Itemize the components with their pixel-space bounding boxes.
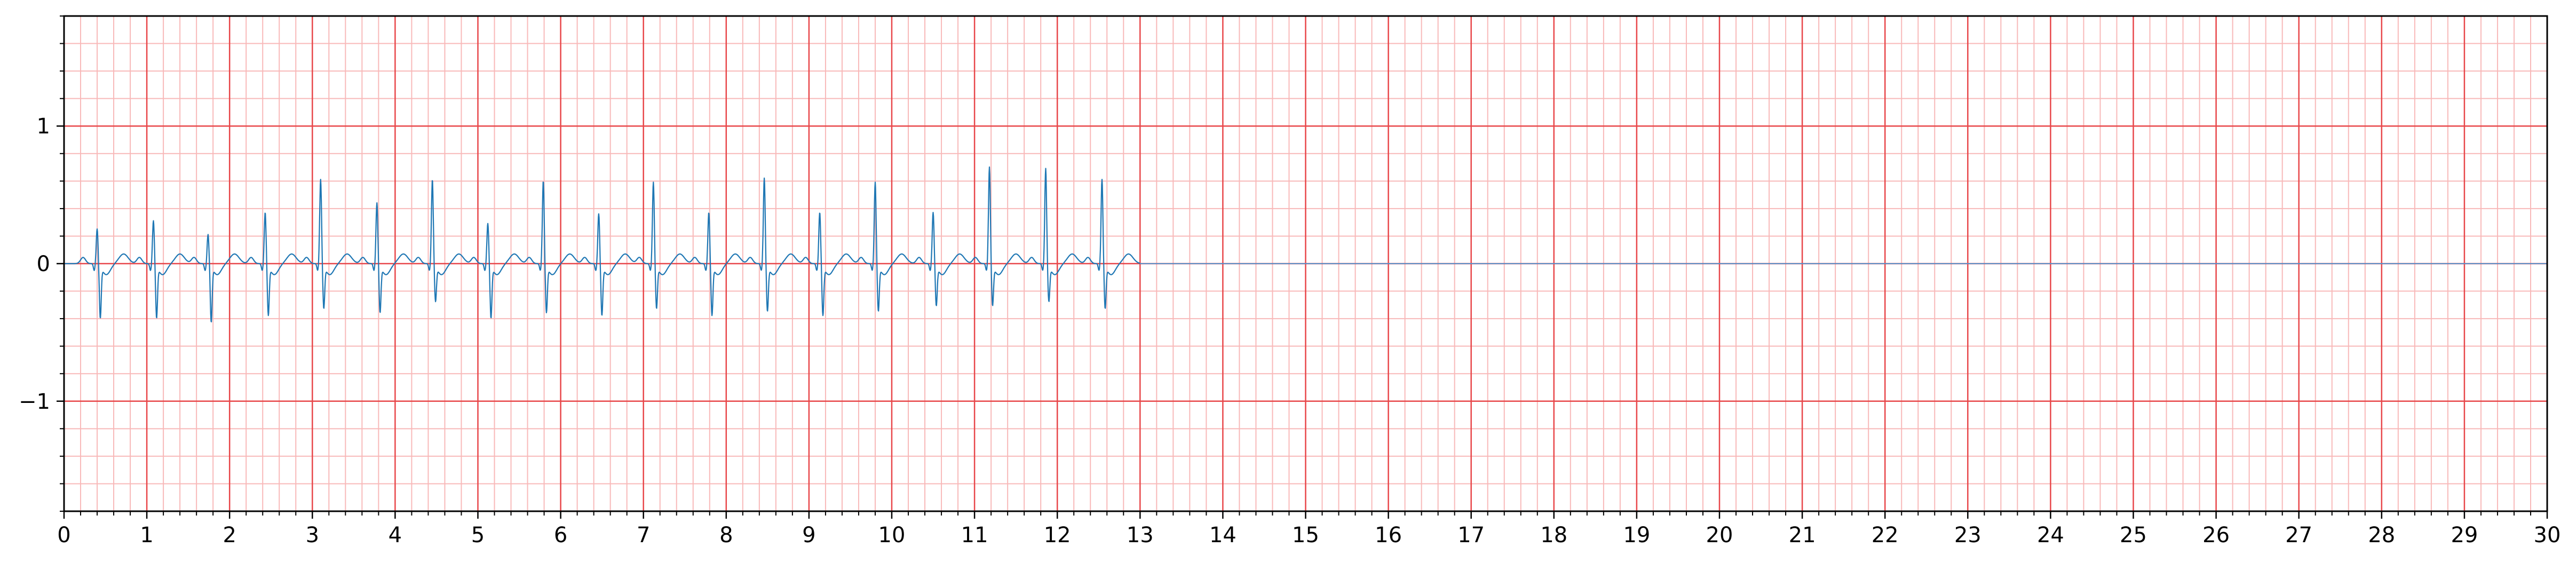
x-tick-label: 16	[1375, 523, 1402, 548]
x-tick-label: 14	[1209, 523, 1237, 548]
x-tick-label: 23	[1954, 523, 1981, 548]
x-tick-label: 25	[2120, 523, 2147, 548]
x-tick-label: 28	[2368, 523, 2395, 548]
x-tick-label: 12	[1044, 523, 1071, 548]
x-tick-label: 1	[140, 523, 153, 548]
y-tick-label: 0	[37, 252, 50, 276]
x-tick-label: 27	[2285, 523, 2312, 548]
x-tick-label: 22	[1872, 523, 1899, 548]
x-tick-label: 0	[57, 523, 70, 548]
x-axis-ticks: 0 1 2 3 4 5 6 7 8 9 10 11 12 13 14 15 16 17 18 19 20 21 22 23 24…	[57, 511, 2561, 548]
x-tick-label: 18	[1540, 523, 1567, 548]
x-tick-label: 24	[2037, 523, 2064, 548]
ecg-trace	[64, 166, 1140, 323]
x-tick-label: 9	[802, 523, 815, 548]
y-axis-ticks: −1 0 1	[19, 15, 64, 512]
x-tick-label: 29	[2451, 523, 2478, 548]
trace-layer	[64, 166, 2547, 323]
x-tick-label: 21	[1789, 523, 1816, 548]
x-tick-label: 7	[637, 523, 650, 548]
x-tick-label: 4	[389, 523, 402, 548]
x-tick-label: 30	[2534, 523, 2561, 548]
x-tick-label: 11	[961, 523, 988, 548]
x-tick-label: 5	[471, 523, 485, 548]
x-tick-label: 20	[1706, 523, 1733, 548]
x-tick-label: 2	[223, 523, 236, 548]
x-tick-label: 17	[1457, 523, 1485, 548]
y-tick-label: 1	[37, 114, 50, 139]
x-tick-label: 6	[554, 523, 567, 548]
x-tick-label: 3	[306, 523, 319, 548]
y-tick-label: −1	[19, 390, 50, 414]
x-tick-label: 26	[2202, 523, 2230, 548]
x-tick-label: 13	[1127, 523, 1154, 548]
x-tick-label: 8	[719, 523, 733, 548]
x-tick-label: 15	[1292, 523, 1319, 548]
x-tick-label: 10	[878, 523, 906, 548]
x-tick-label: 19	[1623, 523, 1650, 548]
